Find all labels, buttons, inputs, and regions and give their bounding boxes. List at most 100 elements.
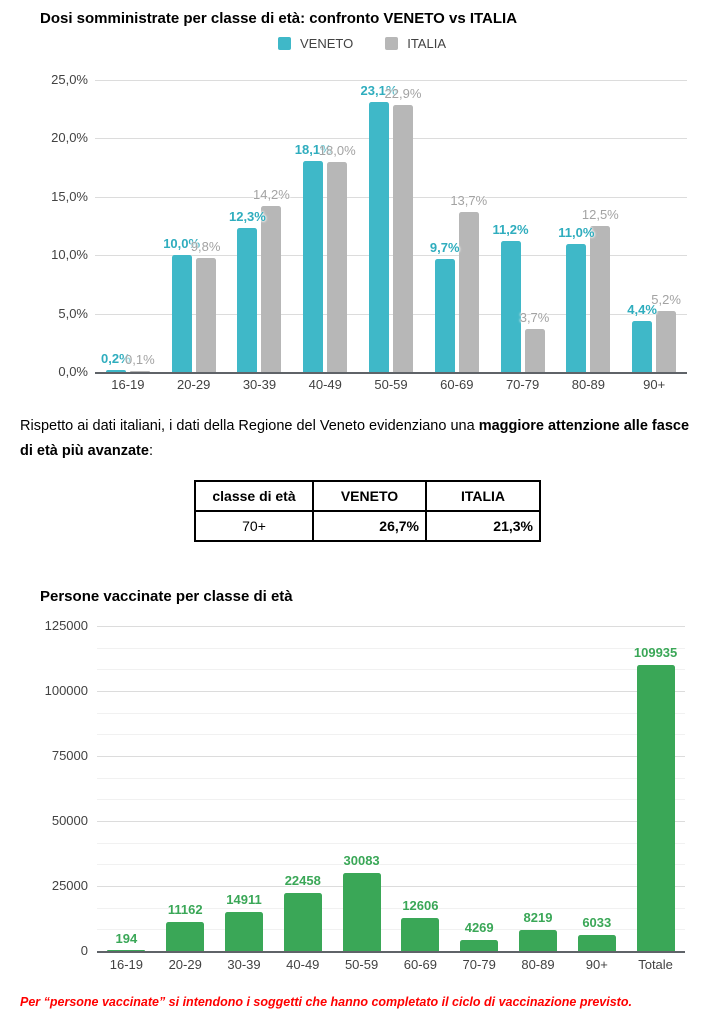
legend-label-italia: ITALIA: [407, 36, 446, 51]
gridline: [95, 255, 687, 257]
bar-group-20-29: 11162: [156, 626, 215, 951]
bar-label-italia: 5,2%: [651, 292, 681, 308]
y-axis-label: 75000: [51, 748, 88, 763]
chart1-legend: VENETO ITALIA: [0, 36, 724, 51]
bar-group-30-39: 14911: [215, 626, 274, 951]
bar-label-50-59: 30083: [343, 852, 380, 868]
chart1-plot: 0,2% 0,1% 10,0% 9,8% 12,3% 14,2% 18,1% 18,0% 23,…: [95, 80, 687, 374]
x-axis-label-60-69: 60-69: [403, 957, 437, 972]
bar-group-60-69: 9,7% 13,7%: [424, 80, 490, 372]
bar-label-italia: 0,1%: [125, 351, 155, 367]
bar-label-90+: 6033: [582, 915, 612, 931]
bar-italia-40-49: [327, 161, 348, 372]
chart1-x-axis: 16-19 20-29 30-39 40-49 50-59 60-69 70-79 80-89…: [95, 377, 687, 392]
bar-40-49: [283, 892, 322, 951]
minor-gridline: [97, 929, 685, 931]
bar-label-italia: 18,0%: [318, 142, 356, 158]
bar-90+: [577, 935, 616, 951]
bar-label-30-39: 14911: [226, 892, 262, 908]
legend-swatch-veneto: [278, 37, 291, 50]
x-axis-label-90+: 90+: [643, 377, 666, 392]
bar-italia-90+: [656, 311, 677, 372]
y-axis-label: 0,0%: [58, 364, 88, 379]
table-header-veneto: VENETO: [312, 480, 427, 512]
bar-label-veneto: 18,1%: [294, 141, 332, 157]
bar-group-Totale: 109935: [626, 626, 685, 951]
bar-group-30-39: 12,3% 14,2%: [227, 80, 293, 372]
paragraph-bold-text-2: di età più avanzate: [20, 443, 149, 459]
minor-gridline: [97, 734, 685, 736]
y-axis-label: 25000: [51, 878, 88, 893]
bar-label-veneto: 10,0%: [163, 236, 201, 252]
bar-italia-16-19: [129, 370, 150, 372]
footer-note: Per “persone vaccinate” si intendono i s…: [20, 995, 632, 1009]
bar-veneto-80-89: [566, 243, 587, 372]
x-axis-label-16-19: 16-19: [109, 957, 144, 972]
x-axis-label-20-29: 20-29: [177, 377, 211, 392]
x-axis-label-30-39: 30-39: [242, 377, 277, 392]
table-cell-veneto: 26,7%: [312, 510, 427, 542]
gridline: [97, 886, 685, 887]
bar-label-veneto: 0,2%: [101, 350, 131, 366]
y-axis-label: 25,0%: [51, 72, 88, 87]
bar-label-italia: 3,7%: [519, 309, 550, 325]
bar-Totale: [636, 665, 675, 951]
paragraph: Rispetto ai dati italiani, i dati della …: [20, 414, 720, 464]
legend-label-veneto: VENETO: [300, 36, 354, 51]
x-axis-label-70-79: 70-79: [462, 957, 496, 972]
bar-label-veneto: 11,0%: [558, 224, 595, 240]
x-axis-label-30-39: 30-39: [227, 957, 261, 972]
y-axis-label: 0: [80, 943, 88, 958]
x-axis-label-40-49: 40-49: [286, 957, 320, 972]
y-axis-label: 20,0%: [51, 130, 88, 146]
minor-gridline: [97, 799, 685, 801]
table-header-italia: ITALIA: [425, 480, 541, 512]
bar-label-italia: 12,5%: [581, 207, 619, 222]
table-row: 70+ 26,7% 21,3%: [194, 510, 541, 542]
bar-80-89: [518, 929, 557, 951]
bar-group-80-89: 11,0% 12,5%: [555, 80, 621, 372]
y-axis-label: 10,0%: [51, 247, 88, 263]
x-axis-label-70-79: 70-79: [505, 377, 540, 392]
bar-50-59: [342, 872, 381, 951]
x-axis-label-40-49: 40-49: [308, 377, 342, 392]
bar-label-70-79: 4269: [464, 919, 494, 935]
bar-label-italia: 9,8%: [190, 238, 221, 254]
gridline: [97, 756, 685, 757]
gridline: [97, 691, 685, 692]
bar-group-40-49: 18,1% 18,0%: [292, 80, 358, 372]
bar-20-29: [166, 921, 205, 951]
x-axis-label-Totale: Totale: [638, 957, 673, 972]
gridline: [95, 313, 687, 315]
bar-veneto-90+: [632, 320, 653, 372]
legend-item-veneto: VENETO: [278, 36, 353, 51]
paragraph-bold-text-1: maggiore attenzione alle fasce: [478, 418, 690, 434]
minor-gridline: [97, 712, 685, 714]
bar-italia-30-39: [261, 206, 282, 372]
bar-label-20-29: 11162: [167, 901, 203, 917]
minor-gridline: [97, 777, 685, 779]
x-axis-label-60-69: 60-69: [440, 377, 474, 392]
bar-group-40-49: 22458: [273, 626, 332, 951]
chart2-x-axis: 16-19 20-29 30-39 40-49 50-59 60-69 70-79 80-89…: [97, 957, 685, 972]
x-axis-label-50-59: 50-59: [344, 957, 379, 972]
minor-gridline: [97, 647, 685, 649]
bar-group-70-79: 4269: [450, 626, 509, 951]
bar-70-79: [460, 939, 499, 951]
minor-gridline: [97, 864, 685, 866]
minor-gridline: [97, 907, 685, 909]
x-axis-label-50-59: 50-59: [374, 377, 408, 392]
gridline: [95, 138, 687, 140]
bar-italia-80-89: [590, 226, 611, 372]
bar-veneto-40-49: [303, 160, 324, 372]
bar-label-Totale: 109935: [633, 645, 678, 661]
y-axis-label: 125000: [44, 618, 88, 633]
gridline: [97, 626, 685, 627]
bar-veneto-60-69: [434, 258, 455, 372]
bar-label-60-69: 12606: [402, 898, 439, 914]
chart1-title: Dosi somministrate per classe di età: co…: [40, 10, 518, 27]
bar-veneto-30-39: [237, 228, 258, 372]
minor-gridline: [97, 669, 685, 671]
bar-veneto-50-59: [368, 102, 389, 372]
